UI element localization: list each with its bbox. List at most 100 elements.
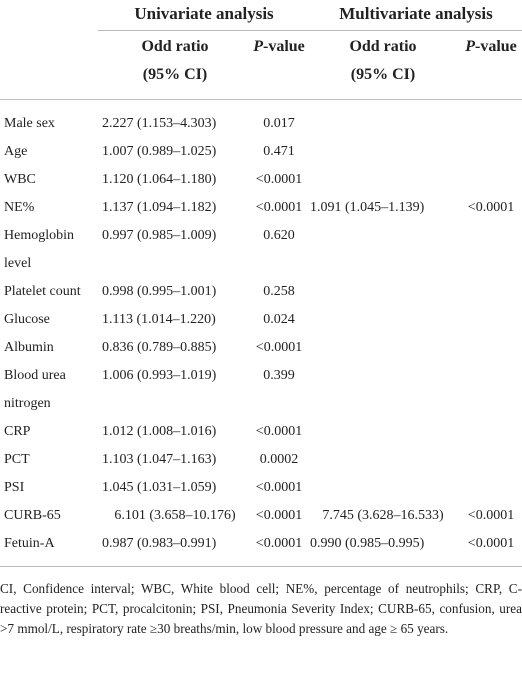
header-line: Odd ratio <box>349 38 417 55</box>
cell <box>306 474 456 502</box>
odds-ratio: 0.990 (0.985–0.995) <box>310 536 425 551</box>
cell: Age <box>0 138 98 166</box>
cell <box>306 362 456 418</box>
p-value: 0.471 <box>263 144 295 159</box>
cell: 0.017 <box>248 100 306 139</box>
cell: Fetuin-A <box>0 530 98 567</box>
cell: 0.997 (0.985–1.009) <box>98 222 248 278</box>
cell: 6.101 (3.658–10.176) <box>98 502 248 530</box>
cell: 1.113 (1.014–1.220) <box>98 306 248 334</box>
table-row: Platelet count 0.998 (0.995–1.001) 0.258 <box>0 278 522 306</box>
odds-ratio: 1.120 (1.064–1.180) <box>102 172 217 187</box>
row-label: CURB-65 <box>4 508 61 523</box>
p-value: 0.258 <box>263 284 295 299</box>
cell: 0.399 <box>248 362 306 418</box>
cell <box>456 306 522 334</box>
cell <box>456 474 522 502</box>
table-row: Fetuin-A 0.987 (0.983–0.991) <0.0001 0.990 … <box>0 530 522 567</box>
odds-ratio: 7.745 (3.628–16.533) <box>322 508 444 523</box>
cell: 0.836 (0.789–0.885) <box>98 334 248 362</box>
cell: PSI <box>0 474 98 502</box>
odds-ratio: 1.007 (0.989–1.025) <box>102 144 217 159</box>
header-rest: -value <box>475 38 517 55</box>
row-label: NE% <box>4 200 35 215</box>
header-italic: P <box>465 38 475 55</box>
cell <box>306 138 456 166</box>
cell: 1.091 (1.045–1.139) <box>306 194 456 222</box>
cell: 0.987 (0.983–0.991) <box>98 530 248 567</box>
cell: 0.258 <box>248 278 306 306</box>
row-label: PSI <box>4 480 25 495</box>
cell: 7.745 (3.628–16.533) <box>306 502 456 530</box>
p-value: <0.0001 <box>467 508 515 523</box>
cell <box>306 166 456 194</box>
table-row: CRP 1.012 (1.008–1.016) <0.0001 <box>0 418 522 446</box>
cell <box>306 306 456 334</box>
cell: <0.0001 <box>248 474 306 502</box>
column-header: Odd ratio (95% CI) <box>306 30 456 100</box>
footnote: CI, Confidence interval; WBC, White bloo… <box>0 581 522 636</box>
cell: <0.0001 <box>248 418 306 446</box>
odds-ratio: 0.998 (0.995–1.001) <box>102 284 217 299</box>
row-label: Blood urea nitrogen <box>4 368 66 411</box>
p-value: 0.017 <box>263 116 295 131</box>
cell: Albumin <box>0 334 98 362</box>
column-header: P-value <box>248 30 306 100</box>
p-value: <0.0001 <box>467 200 515 215</box>
cell: 0.998 (0.995–1.001) <box>98 278 248 306</box>
cell: <0.0001 <box>248 194 306 222</box>
p-value: <0.0001 <box>255 480 303 495</box>
cell <box>456 278 522 306</box>
header-line: Odd ratio <box>141 38 209 55</box>
odds-ratio: 1.103 (1.047–1.163) <box>102 452 217 467</box>
table-row: Blood urea nitrogen 1.006 (0.993–1.019) 0.… <box>0 362 522 418</box>
cell: Blood urea nitrogen <box>0 362 98 418</box>
table-row: PCT 1.103 (1.047–1.163) 0.0002 <box>0 446 522 474</box>
table-row: NE% 1.137 (1.094–1.182) <0.0001 1.091 (1.04… <box>0 194 522 222</box>
cell: 0.024 <box>248 306 306 334</box>
p-value: <0.0001 <box>255 424 303 439</box>
table-row: Male sex 2.227 (1.153–4.303) 0.017 <box>0 100 522 139</box>
odds-ratio: 1.091 (1.045–1.139) <box>310 200 425 215</box>
p-value: <0.0001 <box>255 536 303 551</box>
cell <box>306 334 456 362</box>
table-body: Male sex 2.227 (1.153–4.303) 0.017 Age 1.007… <box>0 100 522 567</box>
cell: WBC <box>0 166 98 194</box>
table-row: WBC 1.120 (1.064–1.180) <0.0001 <box>0 166 522 194</box>
cell: <0.0001 <box>456 530 522 567</box>
cell <box>306 222 456 278</box>
odds-ratio: 1.006 (0.993–1.019) <box>102 368 217 383</box>
row-label: Age <box>4 144 28 159</box>
table-row: Age 1.007 (0.989–1.025) 0.471 <box>0 138 522 166</box>
cell: 1.137 (1.094–1.182) <box>98 194 248 222</box>
table-row: Hemoglobin level 0.997 (0.985–1.009) 0.620 <box>0 222 522 278</box>
cell: 1.007 (0.989–1.025) <box>98 138 248 166</box>
table-row: Albumin 0.836 (0.789–0.885) <0.0001 <box>0 334 522 362</box>
cell: CURB-65 <box>0 502 98 530</box>
cell <box>456 446 522 474</box>
cell <box>456 418 522 446</box>
group-header: Univariate analysis <box>98 0 306 31</box>
header-italic: P <box>253 38 263 55</box>
odds-ratio: 1.113 (1.014–1.220) <box>102 312 216 327</box>
cell: PCT <box>0 446 98 474</box>
odds-ratio: 1.045 (1.031–1.059) <box>102 480 217 495</box>
cell: CRP <box>0 418 98 446</box>
cell: Hemoglobin level <box>0 222 98 278</box>
cell: <0.0001 <box>248 530 306 567</box>
cell: Male sex <box>0 100 98 139</box>
table-row: Glucose 1.113 (1.014–1.220) 0.024 <box>0 306 522 334</box>
p-value: 0.0002 <box>259 452 299 467</box>
header-rest: -value <box>263 38 305 55</box>
cell <box>456 138 522 166</box>
p-value: <0.0001 <box>255 172 303 187</box>
odds-ratio: 0.987 (0.983–0.991) <box>102 536 217 551</box>
cell: <0.0001 <box>456 194 522 222</box>
header-line: (95% CI) <box>142 66 208 83</box>
cell <box>456 100 522 139</box>
p-value: <0.0001 <box>467 536 515 551</box>
cell: <0.0001 <box>456 502 522 530</box>
table-row: PSI 1.045 (1.031–1.059) <0.0001 <box>0 474 522 502</box>
cell: 0.0002 <box>248 446 306 474</box>
